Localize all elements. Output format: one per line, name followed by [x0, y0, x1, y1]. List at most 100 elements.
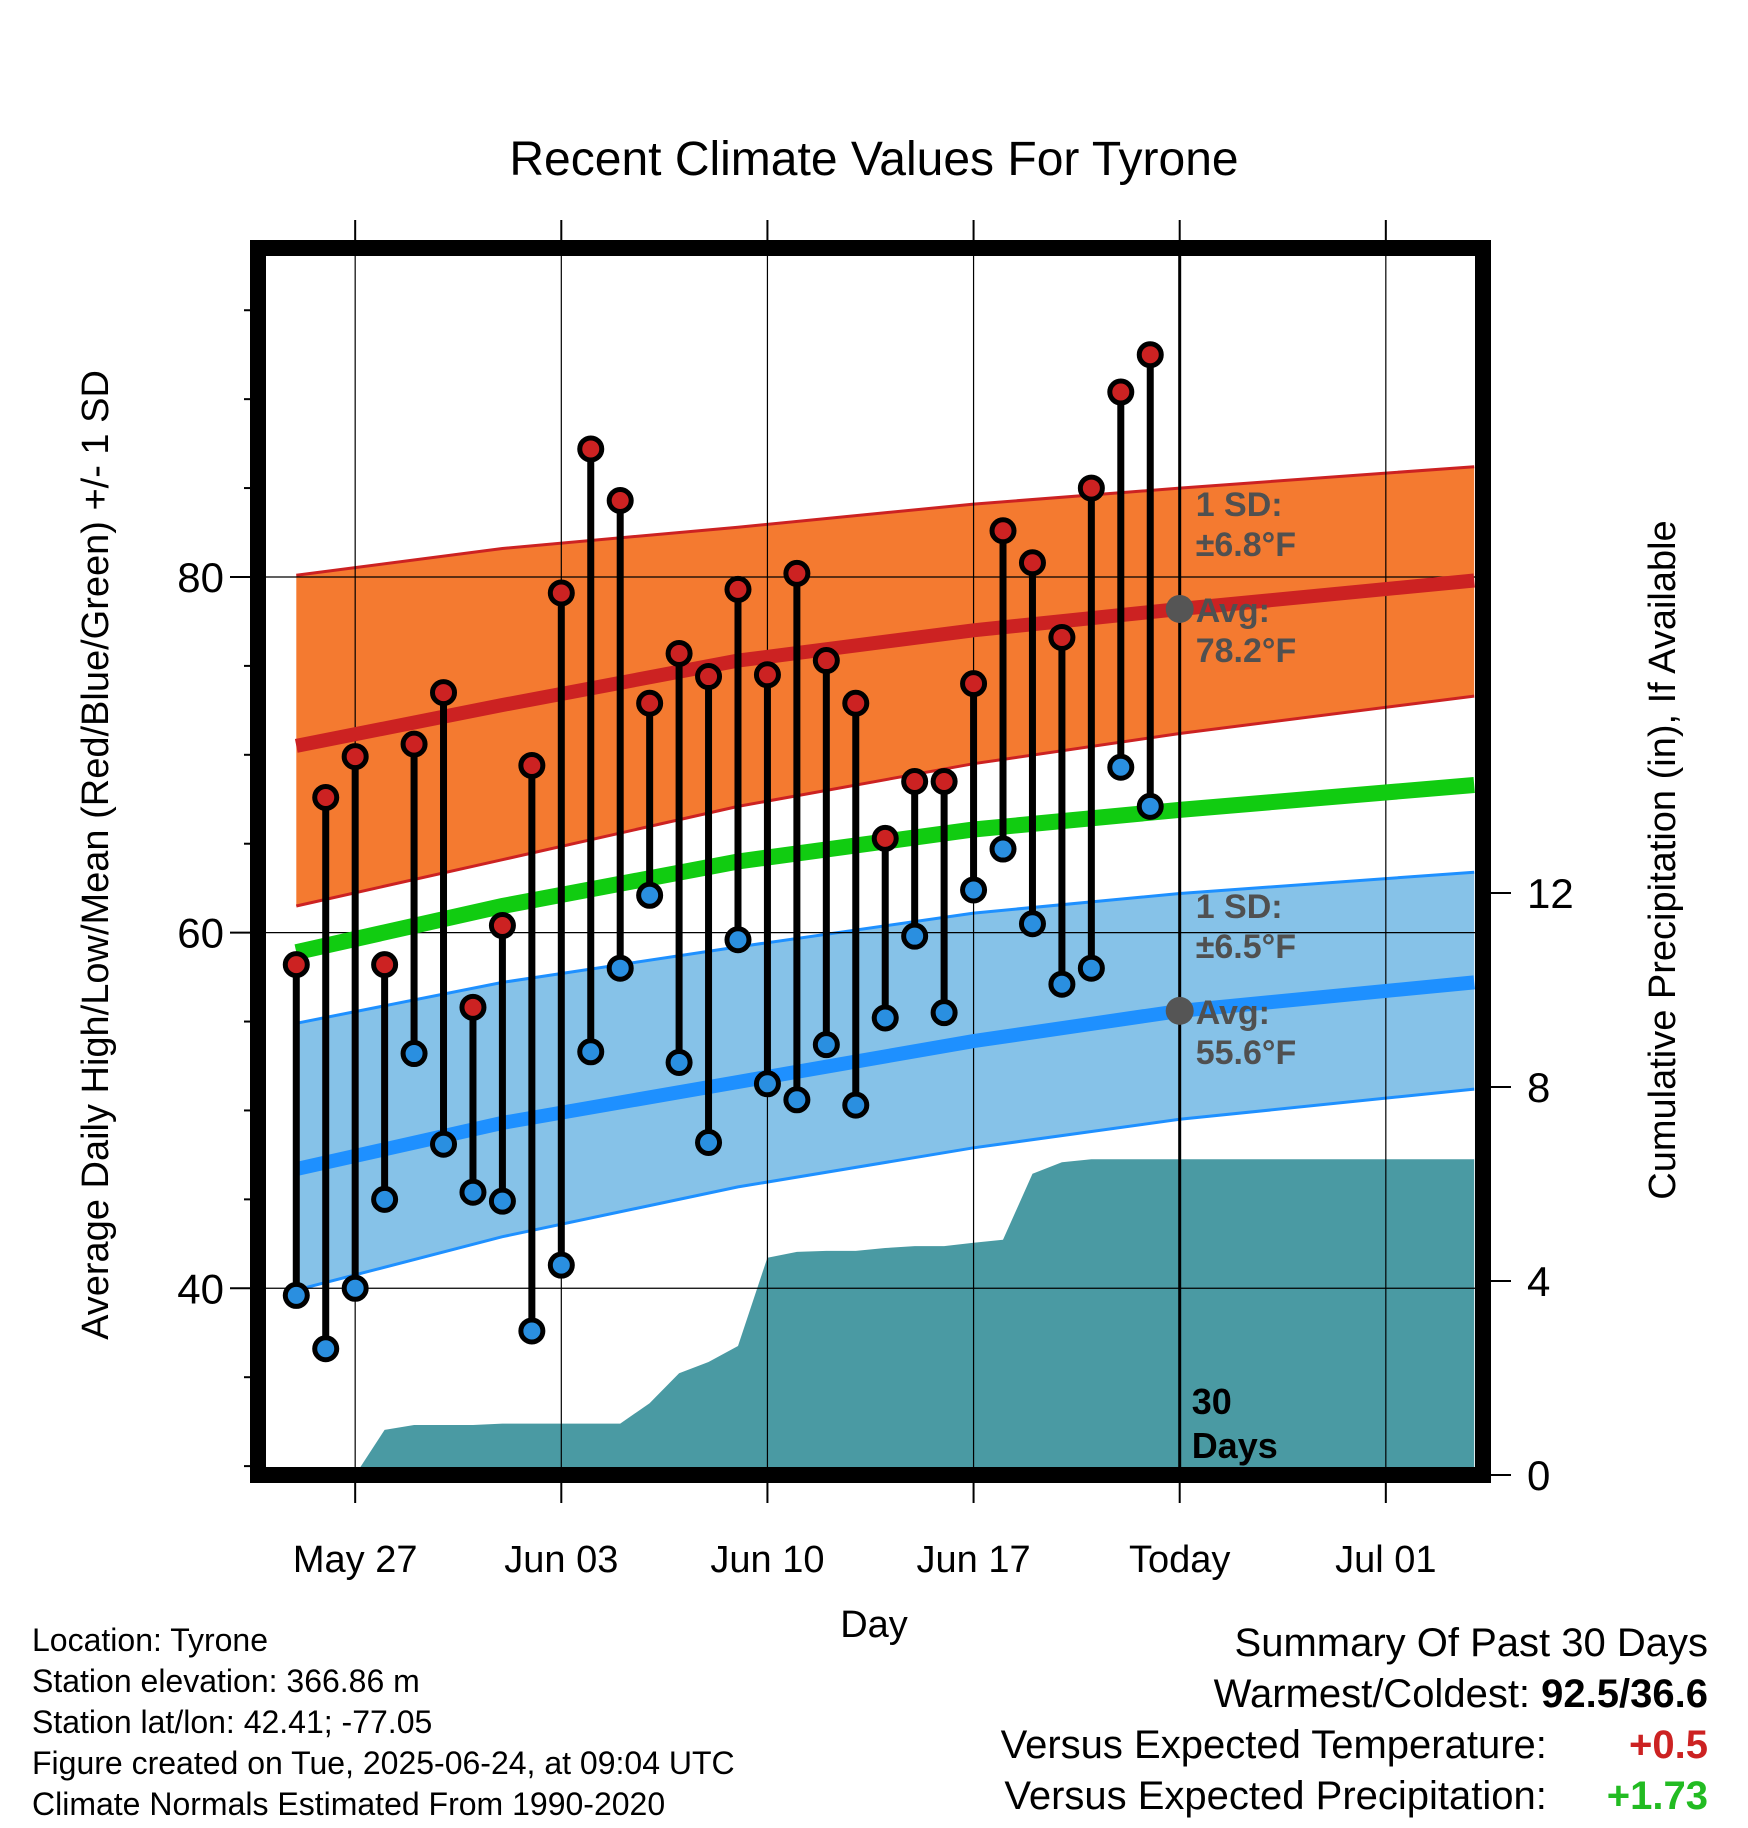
summary-temp: Versus Expected Temperature: +0.5 [1001, 1720, 1708, 1771]
low-temp-point [753, 1070, 781, 1098]
high-temp-point [1048, 623, 1076, 651]
low-temp-point [842, 1091, 870, 1119]
y2-tick-label: 0 [1527, 1452, 1550, 1499]
axes: May 27 Jun 03 Jun 10 Jun 17 Today Jul 0140608… [177, 220, 1574, 1581]
low-avg-value: 55.6°F [1196, 1034, 1297, 1072]
y2-tick-label: 4 [1527, 1258, 1550, 1305]
high-sd-label: 1 SD: [1196, 486, 1283, 524]
high-temp-point [930, 767, 958, 795]
low-temp-point [341, 1274, 369, 1302]
high-temp-point [430, 679, 458, 707]
high-temp-point [989, 517, 1017, 545]
low-temp-point [901, 922, 929, 950]
precip-label: Versus Expected Precipitation: [1004, 1774, 1547, 1818]
y-tick-label: 40 [177, 1265, 224, 1312]
high-temp-point [400, 730, 428, 758]
high-temp-point [518, 751, 546, 779]
high-temp-point [1136, 341, 1164, 369]
temp-label: Versus Expected Temperature: [1000, 1723, 1547, 1767]
low-temp-point [371, 1185, 399, 1213]
warm-cold-label: Warmest/Coldest: [1213, 1672, 1531, 1716]
low-avg-label: Avg: [1196, 994, 1270, 1032]
y2-tick-label: 8 [1527, 1064, 1550, 1111]
high-temp-point [1018, 549, 1046, 577]
low-temp-point [960, 876, 988, 904]
high-sd-value: ±6.8°F [1196, 526, 1296, 564]
low-temp-point [636, 881, 664, 909]
high-avg-label: Avg: [1196, 592, 1270, 630]
today-days-number: 30 [1192, 1381, 1232, 1422]
x-tick-label: Today [1129, 1539, 1230, 1581]
temp-value: +0.5 [1629, 1723, 1708, 1767]
high-temp-point [282, 951, 310, 979]
low-temp-point [459, 1178, 487, 1206]
x-tick-label: Jun 17 [917, 1539, 1031, 1581]
low-temp-point [518, 1317, 546, 1345]
low-sd-label: 1 SD: [1196, 888, 1283, 926]
low-sd-value: ±6.5°F [1196, 928, 1296, 966]
low-temp-point [488, 1187, 516, 1215]
low-sd-lower-line [295, 1087, 1475, 1292]
high-temp-point [577, 435, 605, 463]
precip-value: +1.73 [1606, 1774, 1708, 1818]
location-text: Location: Tyrone [32, 1622, 269, 1658]
elevation-text: Station elevation: 366.86 m [32, 1663, 420, 1699]
high-temp-point [842, 689, 870, 717]
high-avg-value: 78.2°F [1196, 632, 1297, 670]
high-temp-point [753, 661, 781, 689]
latlon-text: Station lat/lon: 42.41; -77.05 [32, 1704, 433, 1740]
high-temp-point [1077, 474, 1105, 502]
high-temp-point [724, 575, 752, 603]
x-tick-label: Jul 01 [1335, 1539, 1436, 1581]
y-axis-label: Average Daily High/Low/Mean (Red/Blue/Gr… [75, 370, 117, 1340]
x-tick-label: Jun 03 [504, 1539, 618, 1581]
low-temp-point [282, 1281, 310, 1309]
high-temp-point [1107, 378, 1135, 406]
precip-area [355, 1159, 1475, 1475]
low-avg-dot [1165, 996, 1194, 1025]
low-temp-point [989, 835, 1017, 863]
low-temp-point [930, 999, 958, 1027]
high-sd-upper-line [296, 465, 1475, 577]
high-temp-point [488, 912, 516, 940]
low-temp-point [577, 1038, 605, 1066]
high-temp-point [665, 639, 693, 667]
normal-high-line [294, 573, 1475, 753]
low-temp-point [1136, 792, 1164, 820]
high-temp-point [371, 951, 399, 979]
low-temp-point [812, 1031, 840, 1059]
high-temp-point [901, 767, 929, 795]
summary-panel: Summary Of Past 30 Days Warmest/Coldest:… [1001, 1618, 1708, 1822]
low-temp-point [547, 1251, 575, 1279]
low-temp-point [1018, 910, 1046, 938]
x-tick-label: Jun 10 [710, 1539, 824, 1581]
today-days-label: Days [1192, 1425, 1278, 1466]
x-tick-label: May 27 [293, 1539, 418, 1581]
high-temp-point [341, 743, 369, 771]
low-temp-point [430, 1130, 458, 1158]
low-temp-point [665, 1048, 693, 1076]
warm-cold-value: 92.5/36.6 [1541, 1672, 1708, 1716]
summary-title: Summary Of Past 30 Days [1234, 1621, 1708, 1665]
plot-frame [250, 240, 1491, 1483]
created-text: Figure created on Tue, 2025-06-24, at 09… [32, 1745, 735, 1781]
high-avg-dot [1165, 594, 1194, 623]
low-temp-point [695, 1128, 723, 1156]
high-temp-point [636, 689, 664, 717]
high-temp-point [312, 783, 340, 811]
high-temp-point [606, 487, 634, 515]
high-temp-point [812, 647, 840, 675]
y2-axis-label: Cumulative Precipitation (in), If Availa… [1642, 520, 1684, 1199]
low-temp-point [1077, 954, 1105, 982]
high-temp-point [459, 993, 487, 1021]
x-axis-label: Day [840, 1604, 908, 1646]
low-temp-point [312, 1335, 340, 1363]
low-temp-point [1107, 753, 1135, 781]
station-info: Location: Tyrone Station elevation: 366.… [32, 1620, 735, 1825]
summary-warm-cold: Warmest/Coldest: 92.5/36.6 [1001, 1669, 1708, 1720]
low-temp-point [724, 926, 752, 954]
high-temp-point [695, 663, 723, 691]
low-temp-point [783, 1086, 811, 1114]
